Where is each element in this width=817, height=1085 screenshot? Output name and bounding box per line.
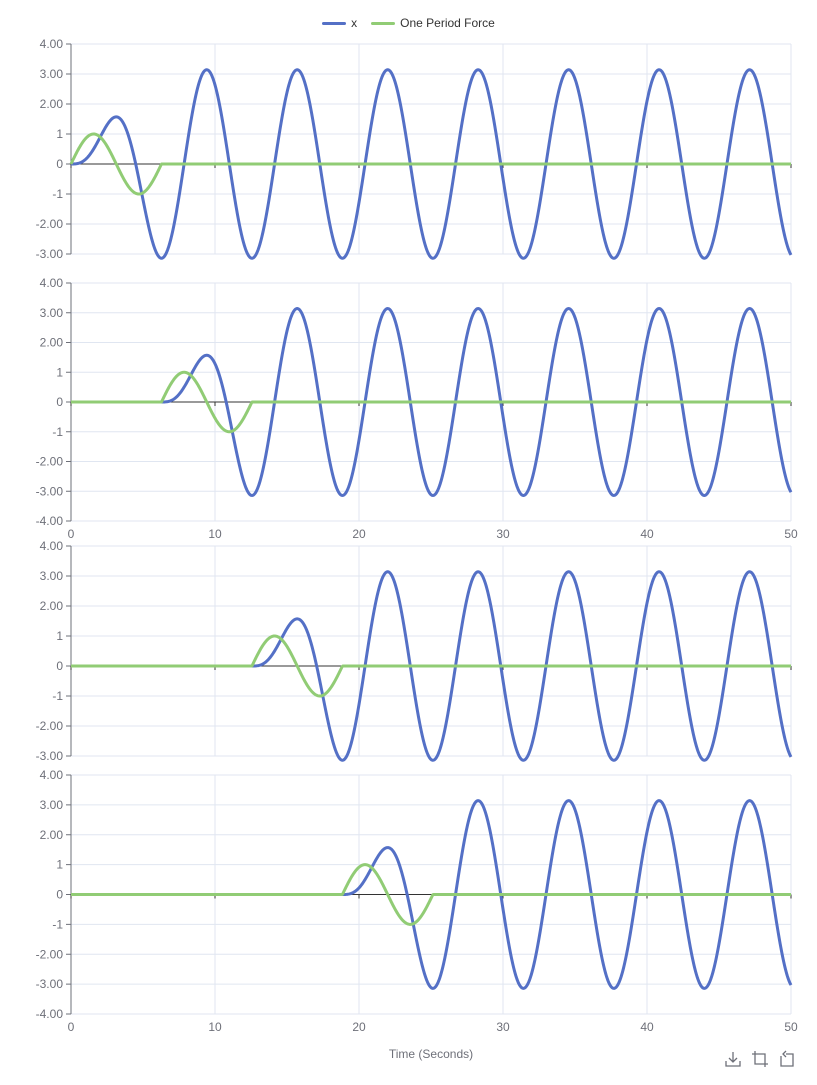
crop-icon[interactable] [751,1050,769,1068]
x-tick-label: 20 [352,1020,366,1034]
x-tick-label: 10 [208,1020,222,1034]
y-tick-label: 0 [56,888,63,902]
series-force-line [70,863,792,926]
y-tick-label: 4.00 [40,768,64,782]
y-tick-label: 2.00 [40,599,64,613]
y-tick-label: 4.00 [40,276,64,290]
y-tick-label: 0 [56,157,63,171]
x-tick-label: 10 [208,527,222,541]
x-tick-label: 50 [784,527,798,541]
series-x-line [70,68,793,260]
legend-item-x[interactable]: x [322,16,357,30]
x-tick-label: 0 [68,527,75,541]
y-tick-label: -2.00 [36,217,64,231]
x-tick-label: 40 [640,527,654,541]
y-tick-label: -1 [52,689,63,703]
y-tick-label: 1 [56,365,63,379]
y-tick-label: -1 [52,187,63,201]
y-tick-label: -4.00 [36,1007,64,1021]
download-icon[interactable] [724,1050,742,1068]
toolbox [724,1050,796,1068]
y-tick-label: -3.00 [36,749,64,763]
legend: x One Period Force [0,16,817,30]
y-tick-label: 3.00 [40,306,64,320]
x-tick-label: 50 [784,1020,798,1034]
legend-label-force: One Period Force [400,16,495,30]
y-tick-label: -3.00 [36,484,64,498]
x-tick-label: 0 [68,1020,75,1034]
series-force-line [70,370,792,434]
y-tick-label: 0 [56,659,63,673]
y-tick-label: 3.00 [40,569,64,583]
y-tick-label: 1 [56,127,63,141]
y-tick-label: 2.00 [40,97,64,111]
x-tick-label: 30 [496,1020,510,1034]
y-tick-label: 1 [56,629,63,643]
y-tick-label: 3.00 [40,798,64,812]
y-tick-label: 0 [56,395,63,409]
x-axis-title: Time (Seconds) [388,1047,474,1061]
x-tick-label: 30 [496,527,510,541]
restore-icon[interactable] [778,1050,796,1068]
legend-swatch-x [322,21,347,25]
y-tick-label: 1 [56,858,63,872]
y-tick-label: -4.00 [36,514,64,528]
legend-item-force[interactable]: One Period Force [371,16,495,30]
y-tick-label: 4.00 [40,539,64,553]
y-tick-label: -2.00 [36,947,64,961]
y-tick-label: 4.00 [40,37,64,51]
y-tick-label: -3.00 [36,247,64,261]
x-tick-label: 40 [640,1020,654,1034]
y-tick-label: 3.00 [40,67,64,81]
y-tick-label: -2.00 [36,455,64,469]
series-force-line [69,132,792,196]
y-tick-label: -2.00 [36,719,64,733]
y-tick-label: -3.00 [36,977,64,991]
legend-swatch-force [371,21,396,25]
y-tick-label: -1 [52,425,63,439]
y-tick-label: -1 [52,917,63,931]
y-tick-label: 2.00 [40,828,64,842]
series-force-line [70,634,792,698]
legend-label-x: x [351,16,358,30]
y-tick-label: 2.00 [40,336,64,350]
x-tick-label: 20 [352,527,366,541]
